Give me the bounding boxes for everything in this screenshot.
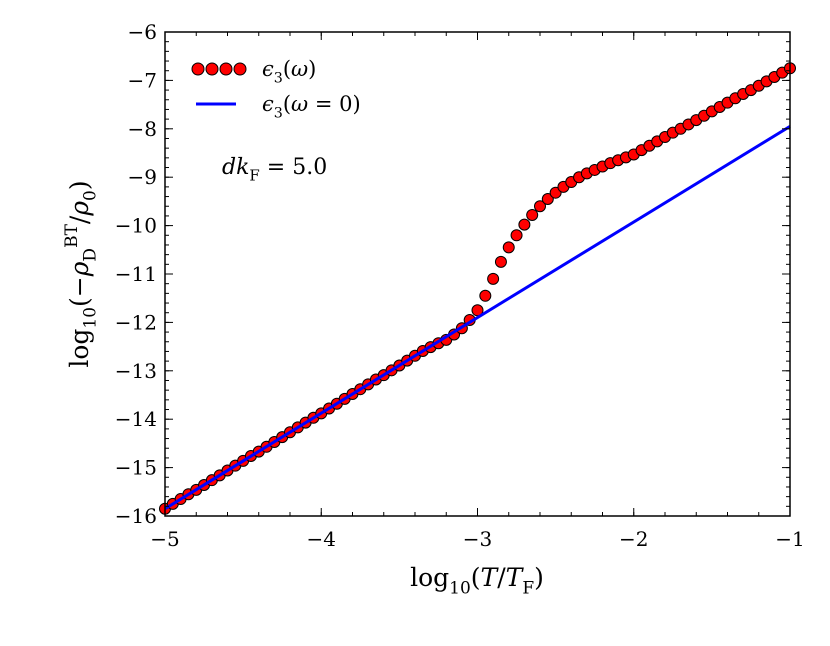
data-point [479,289,492,302]
data-point [534,200,546,213]
data-point [541,192,554,205]
data-point [510,229,523,242]
y-tick-label: −13 [115,359,157,383]
y-tick-label: −11 [115,262,157,286]
y-tick-label: −16 [115,504,157,528]
x-tick-label: −4 [307,527,336,551]
y-tick-label: −15 [115,456,157,480]
data-point [471,304,484,317]
legend-marker-icon [233,62,247,76]
legend-marker-icon [205,62,219,76]
y-tick-label: −8 [128,117,157,141]
data-point [518,218,531,231]
x-tick-label: −3 [463,527,492,551]
legend-label-eps3-omega-0: ϵ3(ω = 0) [262,92,361,121]
series-line-omega-0 [164,125,791,511]
x-tick-label: −1 [775,527,804,551]
x-axis-label: log10(T/TF) [410,563,544,599]
y-tick-label: −10 [115,214,157,238]
legend-label-eps3-omega: ϵ3(ω) [262,57,316,86]
data-point [526,208,539,221]
y-tick-label: −6 [128,20,157,44]
y-tick-label: −7 [128,68,157,92]
y-tick-label: −9 [128,165,157,189]
data-point [494,255,507,268]
data-point [502,241,515,254]
y-tick-label: −12 [115,310,157,334]
plot-marks [159,62,796,515]
legend-marker-icon [191,62,205,76]
axes: −5 −4 −3 −2 −1 −6 −7 −8 −9 −10 −11 −12 −13 −14 −15 −16 [115,20,805,551]
data-point [487,272,500,285]
y-axis-label: log10(−ρDBT/ρ0) [62,180,101,367]
legend: ϵ3(ω) ϵ3(ω = 0) [191,57,361,121]
x-tick-label: −5 [150,527,179,551]
y-tick-label: −14 [115,407,157,431]
x-tick-label: −2 [619,527,648,551]
legend-marker-icon [219,62,233,76]
annotation-dkf: dkF = 5.0 [222,155,327,185]
